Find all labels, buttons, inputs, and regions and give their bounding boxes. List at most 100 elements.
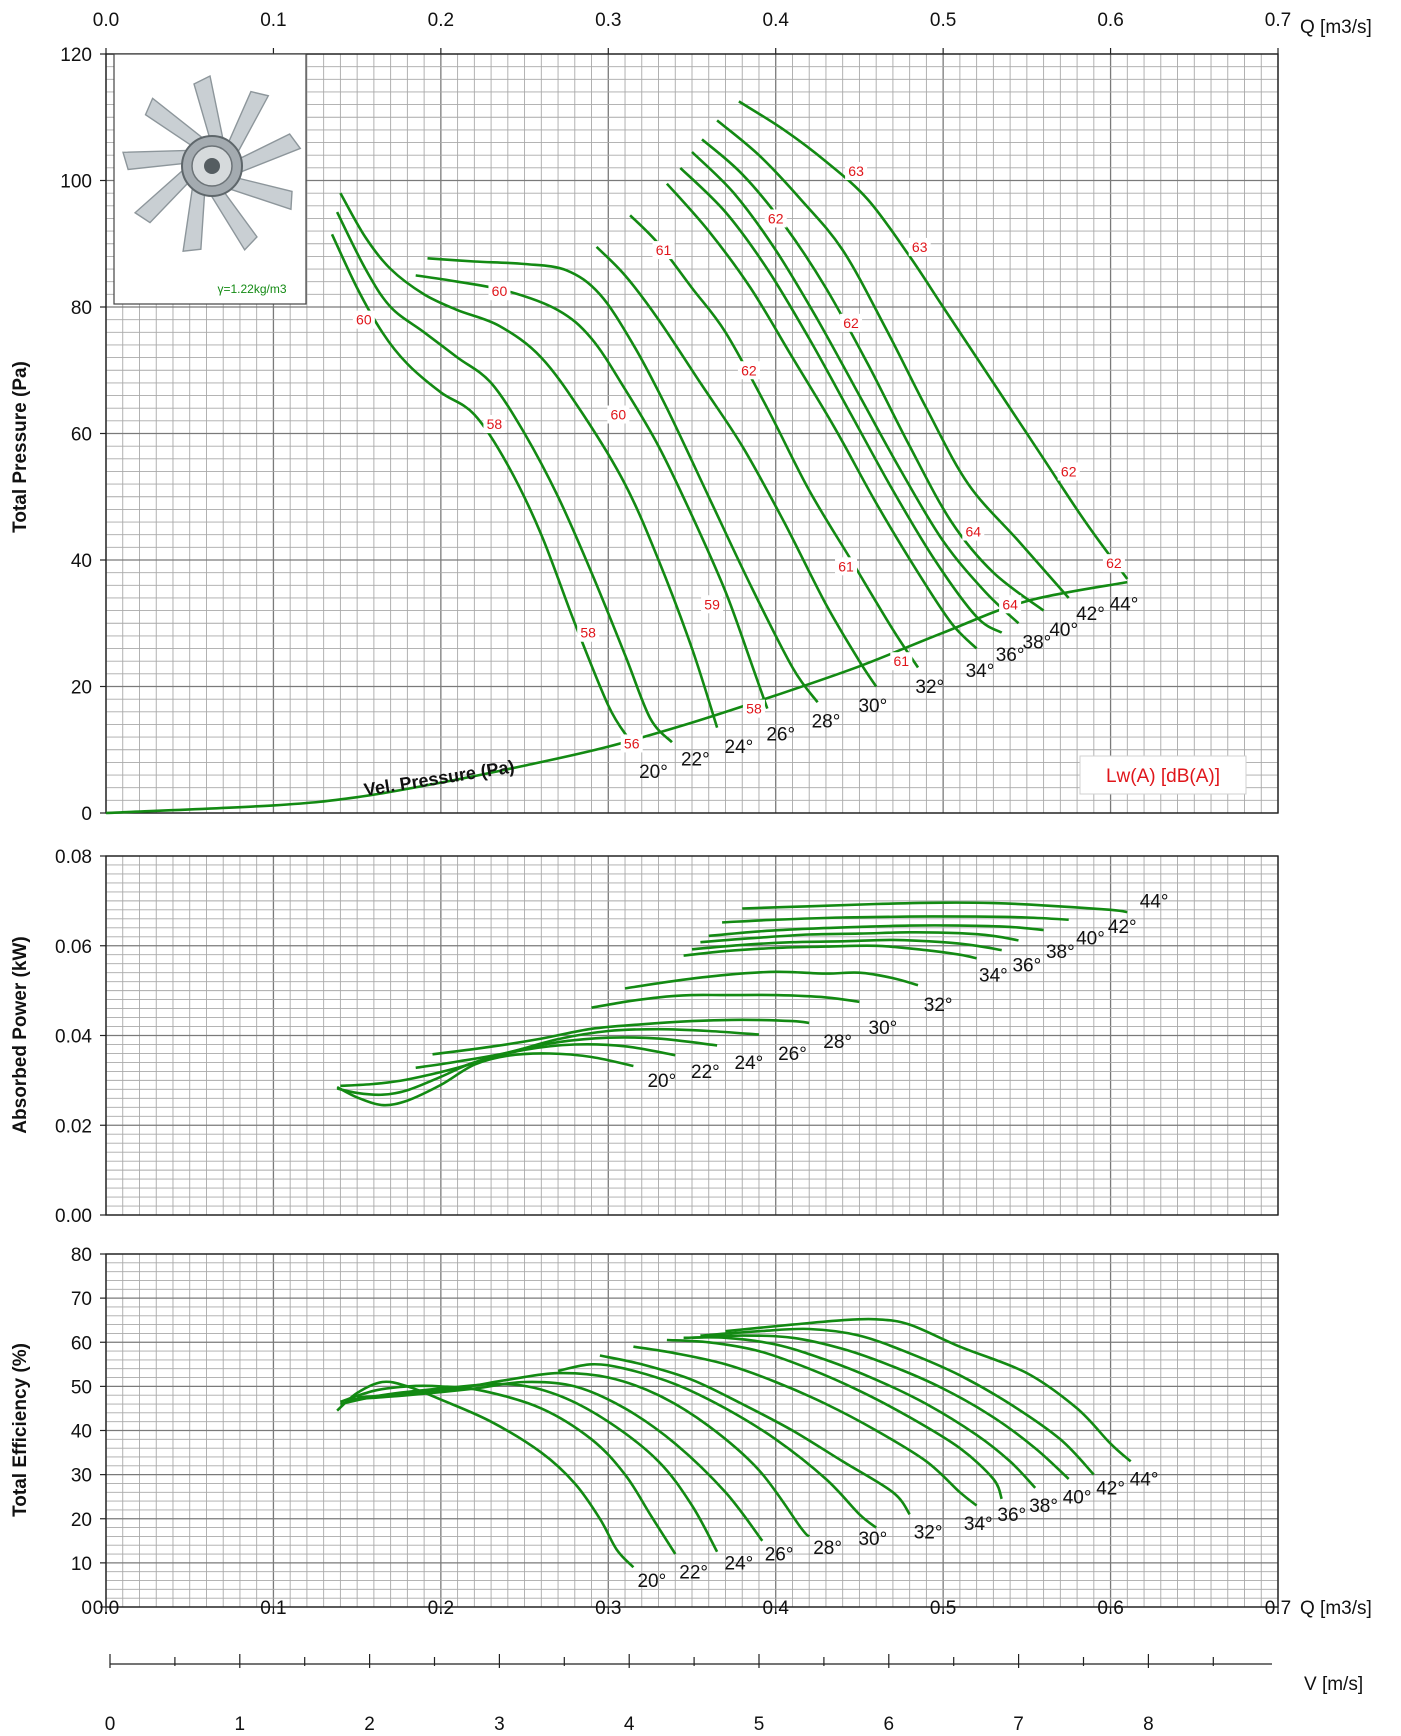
lw-label: 63 — [912, 239, 928, 255]
power-angle-label: 44° — [1140, 892, 1169, 913]
pressure-angle-label: 22° — [681, 750, 710, 771]
lw-label: 56 — [624, 735, 640, 751]
lw-label: 61 — [838, 558, 854, 574]
efficiency-angle-label: 38° — [1029, 1496, 1058, 1517]
velocity-tick-label: 7 — [1013, 1714, 1024, 1735]
q-axis-label-top: Q [m3/s] — [1300, 17, 1372, 38]
pressure-angle-label: 30° — [858, 696, 887, 717]
efficiency-angle-label: 42° — [1096, 1478, 1125, 1499]
xtick-label-bottom: 0.5 — [930, 1598, 956, 1619]
pressure-angle-label: 42° — [1076, 604, 1105, 625]
efficiency-ytick-label: 70 — [71, 1289, 92, 1310]
lw-label: 61 — [656, 242, 672, 258]
efficiency-ytick-label: 40 — [71, 1422, 92, 1443]
xtick-label-bottom: 0.1 — [260, 1598, 286, 1619]
efficiency-ytick-label: 60 — [71, 1333, 92, 1354]
pressure-angle-label: 36° — [996, 645, 1025, 666]
velocity-tick-label: 8 — [1143, 1714, 1154, 1735]
efficiency-ytick-label: 80 — [71, 1245, 92, 1266]
lw-label: 58 — [746, 701, 762, 717]
pressure-ylabel: Total Pressure (Pa) — [10, 361, 31, 533]
power-angle-label: 20° — [647, 1071, 676, 1092]
power-angle-label: 32° — [924, 995, 953, 1016]
power-ytick-label: 0.08 — [55, 847, 92, 868]
xtick-label-top: 0.3 — [595, 10, 621, 31]
efficiency-angle-label: 22° — [679, 1562, 708, 1583]
efficiency-ytick-label: 50 — [71, 1377, 92, 1398]
power-ytick-label: 0.02 — [55, 1116, 92, 1137]
efficiency-angle-label: 26° — [765, 1545, 794, 1566]
power-angle-label: 22° — [691, 1062, 720, 1083]
xtick-label-top: 0.7 — [1265, 10, 1291, 31]
lw-label: 63 — [848, 163, 864, 179]
xtick-label-top: 0.2 — [428, 10, 454, 31]
lw-label: 62 — [1106, 555, 1122, 571]
xtick-label-top: 0.5 — [930, 10, 956, 31]
efficiency-angle-label: 24° — [725, 1553, 754, 1574]
efficiency-angle-label: 20° — [637, 1571, 666, 1592]
efficiency-ytick-label: 10 — [71, 1554, 92, 1575]
fan-impeller-inset: γ=1.22kg/m3 — [114, 54, 306, 304]
xtick-label-top: 0.0 — [93, 10, 119, 31]
q-axis-label-bottom: Q [m3/s] — [1300, 1598, 1372, 1619]
efficiency-angle-label: 40° — [1063, 1487, 1092, 1508]
xtick-label-bottom: 0.2 — [428, 1598, 454, 1619]
power-angle-label: 42° — [1108, 917, 1137, 938]
lw-label: 62 — [843, 315, 859, 331]
pressure-angle-label: 34° — [966, 661, 995, 682]
efficiency-ylabel: Total Efficiency (%) — [10, 1343, 31, 1517]
efficiency-angle-label: 28° — [813, 1538, 842, 1559]
pressure-angle-label: 38° — [1023, 633, 1052, 654]
efficiency-ytick-label: 0 — [81, 1598, 92, 1619]
efficiency-angle-label: 36° — [997, 1505, 1026, 1526]
lw-label: 60 — [356, 312, 372, 328]
lw-label: 58 — [580, 625, 596, 641]
xtick-label-top: 0.1 — [260, 10, 286, 31]
inset-caption: γ=1.22kg/m3 — [217, 282, 286, 296]
pressure-ytick-label: 120 — [60, 45, 92, 66]
pressure-ytick-label: 100 — [60, 172, 92, 193]
efficiency-angle-label: 44° — [1130, 1470, 1159, 1491]
power-angle-label: 40° — [1076, 928, 1105, 949]
velocity-tick-label: 2 — [364, 1714, 375, 1735]
xtick-label-bottom: 0.4 — [763, 1598, 790, 1619]
xtick-label-bottom: 0.0 — [93, 1598, 119, 1619]
power-ylabel: Absorbed Power (kW) — [10, 936, 31, 1133]
lw-label: 59 — [704, 596, 720, 612]
pressure-angle-label: 28° — [812, 712, 841, 733]
pressure-ytick-label: 20 — [71, 678, 92, 699]
efficiency-angle-label: 32° — [914, 1523, 943, 1544]
pressure-angle-label: 44° — [1110, 595, 1139, 616]
velocity-tick-label: 0 — [105, 1714, 116, 1735]
lw-label: 62 — [1061, 463, 1077, 479]
pressure-angle-label: 26° — [766, 724, 795, 745]
lw-label: 64 — [965, 524, 981, 540]
lw-label: 64 — [1002, 596, 1018, 612]
power-angle-label: 34° — [979, 966, 1008, 987]
efficiency-ytick-label: 20 — [71, 1510, 92, 1531]
xtick-label-bottom: 0.3 — [595, 1598, 621, 1619]
efficiency-angle-label: 30° — [858, 1529, 887, 1550]
velocity-tick-label: 4 — [624, 1714, 635, 1735]
pressure-ytick-label: 0 — [81, 804, 92, 825]
velocity-tick-label: 6 — [884, 1714, 895, 1735]
power-ytick-label: 0.06 — [55, 937, 92, 958]
pressure-angle-label: 20° — [639, 762, 668, 783]
lw-label: 62 — [741, 362, 757, 378]
power-angle-label: 36° — [1012, 955, 1041, 976]
power-angle-label: 28° — [823, 1032, 852, 1053]
xtick-label-top: 0.6 — [1097, 10, 1123, 31]
lw-legend: Lw(A) [dB(A)] — [1080, 756, 1246, 794]
lw-label: 58 — [487, 416, 503, 432]
lw-label: 62 — [768, 210, 784, 226]
efficiency-ytick-label: 30 — [71, 1466, 92, 1487]
lw-label: 61 — [893, 653, 909, 669]
power-ytick-label: 0.04 — [55, 1027, 92, 1048]
velocity-tick-label: 5 — [754, 1714, 765, 1735]
pressure-angle-label: 32° — [915, 677, 944, 698]
pressure-angle-label: 40° — [1049, 620, 1078, 641]
velocity-tick-label: 3 — [494, 1714, 505, 1735]
xtick-label-top: 0.4 — [763, 10, 790, 31]
power-angle-label: 24° — [735, 1053, 764, 1074]
